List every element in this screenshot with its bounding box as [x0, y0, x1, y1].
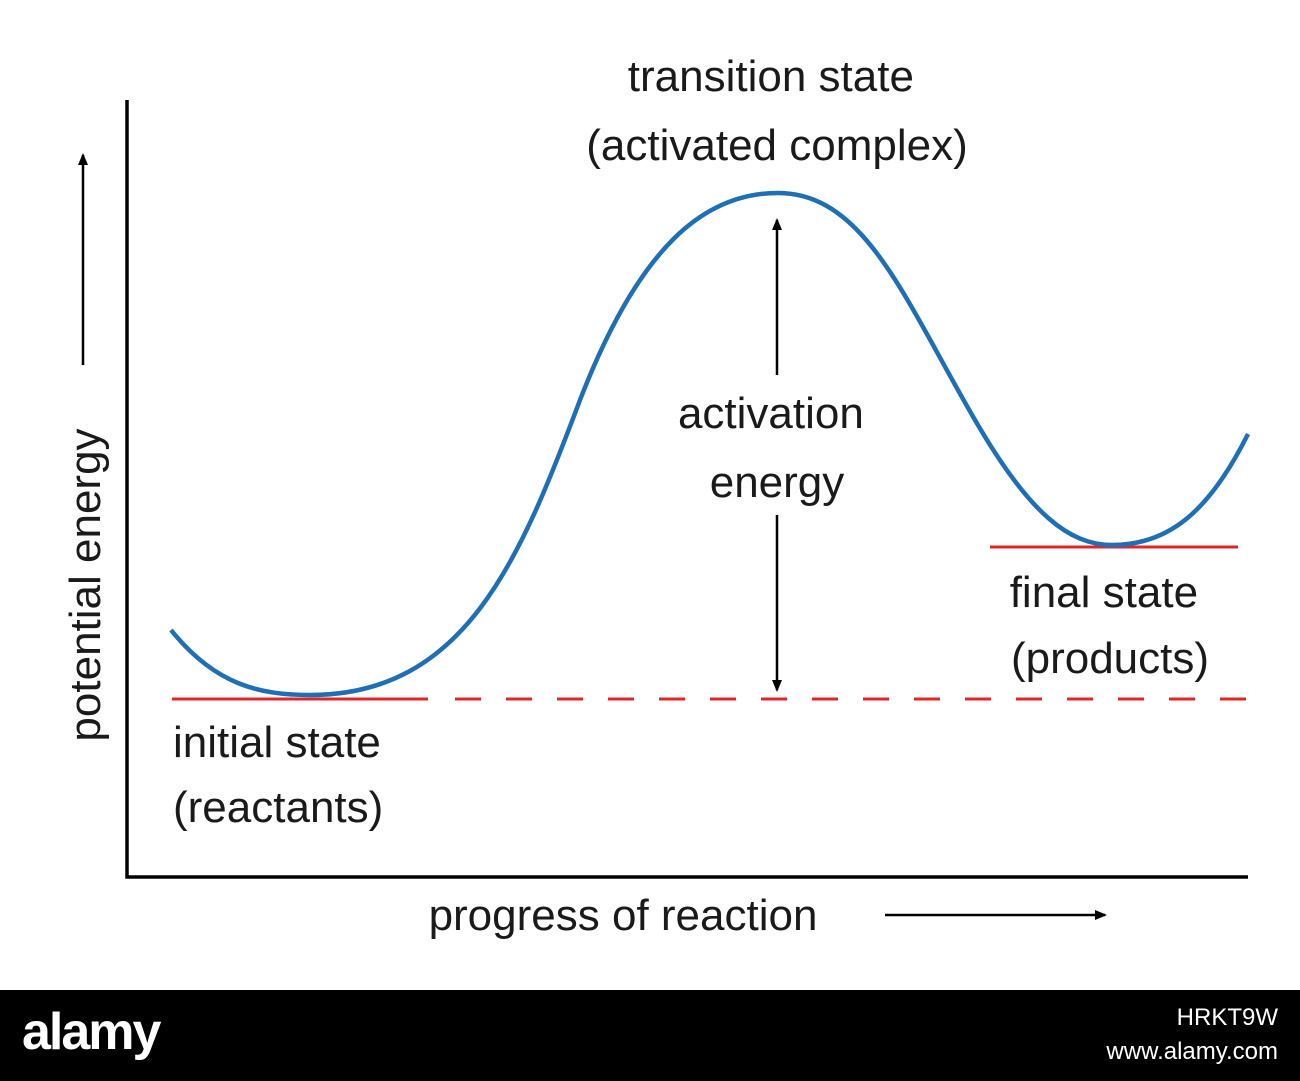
watermark-url: www.alamy.com	[1106, 1038, 1278, 1065]
transition-state-label: transition state (activated complex)	[586, 52, 967, 170]
reaction-energy-curve	[169, 190, 1251, 698]
watermark-image-id: HRKT9W	[1176, 1004, 1278, 1031]
y-axis-label: potential energy	[61, 428, 110, 741]
energy-diagram: transition state (activated complex) act…	[61, 52, 1251, 940]
initial-state-label: initial state (reactants)	[173, 718, 393, 832]
watermark-bar: alamy HRKT9W www.alamy.com	[0, 990, 1300, 1081]
axes	[125, 100, 1248, 879]
watermark-logo: alamy	[22, 1003, 161, 1061]
x-axis-label: progress of reaction	[429, 891, 818, 940]
final-state-label: final state (products)	[1010, 568, 1211, 683]
activation-energy-label: activation energy	[678, 389, 876, 507]
